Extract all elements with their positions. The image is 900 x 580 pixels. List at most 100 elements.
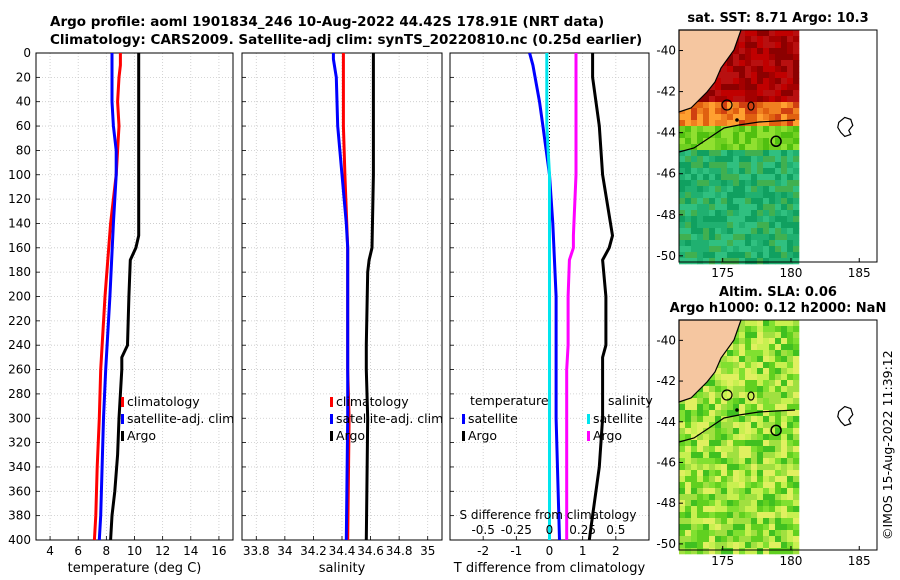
map-cell: [763, 380, 770, 387]
map-cell: [787, 144, 794, 151]
y-tick-label: 280: [8, 387, 31, 401]
map-cell: [763, 428, 770, 435]
map-cell: [793, 464, 800, 471]
map-cell: [733, 380, 740, 387]
map-cell: [763, 156, 770, 163]
map-cell: [769, 198, 776, 205]
x-tick-label: -2: [477, 544, 489, 558]
map-cell: [691, 446, 698, 453]
map-cell: [793, 186, 800, 193]
map-cell: [679, 404, 686, 411]
map-cell: [793, 368, 800, 375]
map-cell: [733, 258, 740, 265]
map-cell: [775, 126, 782, 133]
map-cell: [727, 482, 734, 489]
map-cell: [757, 488, 764, 495]
map-cell: [793, 356, 800, 363]
legend-0-0-label: climatology: [127, 394, 200, 409]
map-cell: [757, 108, 764, 115]
map-cell: [733, 368, 740, 375]
map-cell: [739, 392, 746, 399]
map-cell: [721, 216, 728, 223]
map-cell: [769, 404, 776, 411]
map-cell: [697, 222, 704, 229]
map-cell: [769, 114, 776, 121]
map-cell: [781, 500, 788, 507]
map-cell: [679, 228, 686, 235]
map-cell: [703, 482, 710, 489]
map-cell: [727, 488, 734, 495]
map-cell: [733, 440, 740, 447]
map-cell: [793, 60, 800, 67]
map-cell: [697, 500, 704, 507]
map-cell: [751, 452, 758, 459]
map-cell: [787, 470, 794, 477]
map-cell: [763, 404, 770, 411]
map-cell: [793, 240, 800, 247]
map-cell: [721, 398, 728, 405]
map-cell: [679, 542, 686, 549]
map-cell: [679, 138, 686, 145]
y-tick-label: 160: [8, 241, 31, 255]
map-cell: [751, 398, 758, 405]
map-cell: [715, 488, 722, 495]
map-cell: [781, 452, 788, 459]
map-cell: [679, 198, 686, 205]
map-cell: [679, 174, 686, 181]
map-cell: [781, 320, 788, 327]
map-cell: [787, 452, 794, 459]
map-cell: [703, 518, 710, 525]
map-cell: [685, 120, 692, 127]
map-cell: [727, 216, 734, 223]
map-cell: [769, 494, 776, 501]
map-cell: [739, 150, 746, 157]
map-cell: [787, 362, 794, 369]
map-cell: [733, 78, 740, 85]
map-cell: [745, 168, 752, 175]
map-cell: [715, 174, 722, 181]
map-cell: [721, 536, 728, 543]
map-cell: [757, 416, 764, 423]
map-cell: [787, 416, 794, 423]
x-tick-label: 14: [183, 544, 198, 558]
map-cell: [709, 494, 716, 501]
map-cell: [793, 362, 800, 369]
map-cell: [787, 96, 794, 103]
y-tick-label: 0: [23, 46, 31, 60]
map-cell: [793, 404, 800, 411]
map-cell: [721, 132, 728, 139]
map-cell: [745, 174, 752, 181]
map-cell: [793, 108, 800, 115]
map-cell: [721, 78, 728, 85]
map-cell: [691, 132, 698, 139]
map-cell: [715, 96, 722, 103]
map-cell: [715, 476, 722, 483]
map-cell: [787, 138, 794, 145]
map-cell: [781, 422, 788, 429]
map-cell: [757, 548, 764, 555]
y-tick-label: 180: [8, 265, 31, 279]
map-cell: [697, 458, 704, 465]
map-cell: [781, 144, 788, 151]
map-cell: [793, 210, 800, 217]
map-cell: [745, 66, 752, 73]
map-cell: [781, 42, 788, 49]
map-cell: [751, 428, 758, 435]
map-cell: [703, 524, 710, 531]
map-cell: [721, 102, 728, 109]
map-cell: [781, 198, 788, 205]
map-cell: [787, 422, 794, 429]
map-cell: [703, 108, 710, 115]
map-cell: [715, 380, 722, 387]
map-cell: [769, 476, 776, 483]
map-cell: [757, 458, 764, 465]
map-cell: [727, 192, 734, 199]
map-cell: [715, 506, 722, 513]
map-cell: [703, 186, 710, 193]
map-cell: [757, 66, 764, 73]
map-cell: [739, 66, 746, 73]
map-cell: [709, 542, 716, 549]
map-cell: [751, 548, 758, 555]
map-cell: [769, 338, 776, 345]
map-cell: [715, 168, 722, 175]
